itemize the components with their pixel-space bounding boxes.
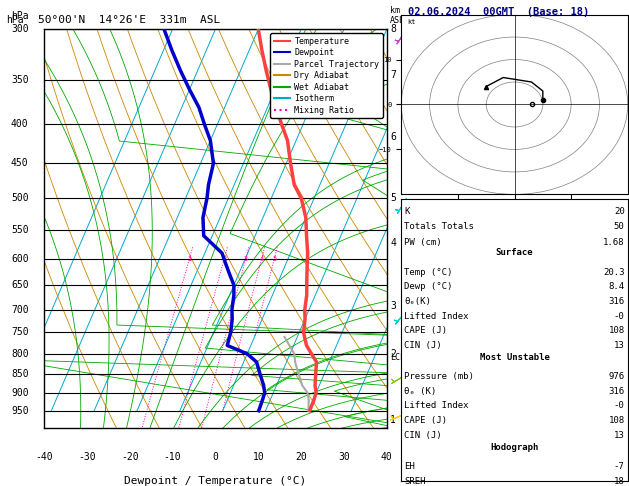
Text: -40: -40 [35,451,53,462]
Text: LCL: LCL [390,353,405,363]
Text: 400: 400 [11,120,28,129]
Text: Totals Totals: Totals Totals [404,222,474,231]
Text: 8: 8 [390,24,396,34]
Text: SREH: SREH [404,477,426,486]
Text: θₑ(K): θₑ(K) [404,297,431,306]
Text: 8.4: 8.4 [608,282,625,292]
Text: km
ASL: km ASL [390,6,405,25]
Text: 5: 5 [272,256,277,261]
Text: -0: -0 [614,312,625,321]
Text: Lifted Index: Lifted Index [404,401,469,411]
Text: -7: -7 [614,462,625,471]
Text: -30: -30 [78,451,96,462]
Text: hPa: hPa [6,15,24,25]
Text: 5: 5 [390,193,396,203]
Text: 300: 300 [11,24,28,34]
Text: Dewp (°C): Dewp (°C) [404,282,453,292]
Text: 6: 6 [390,132,396,142]
Text: 50°00'N  14°26'E  331m  ASL: 50°00'N 14°26'E 331m ASL [38,15,220,25]
Text: 1.68: 1.68 [603,238,625,247]
Text: 2: 2 [222,256,226,261]
Text: 650: 650 [11,280,28,290]
Text: 108: 108 [608,416,625,425]
Text: 10: 10 [252,451,264,462]
Text: 3: 3 [243,256,248,261]
Text: 13: 13 [614,431,625,440]
Text: 02.06.2024  00GMT  (Base: 18): 02.06.2024 00GMT (Base: 18) [408,7,589,17]
Text: 500: 500 [11,193,28,203]
Text: 4: 4 [390,238,396,248]
Text: 20: 20 [614,207,625,216]
Text: 850: 850 [11,369,28,379]
Text: 600: 600 [11,254,28,263]
Text: 0: 0 [213,451,218,462]
Text: 2: 2 [390,349,396,359]
Text: 316: 316 [608,297,625,306]
Text: 450: 450 [11,158,28,168]
Text: Most Unstable: Most Unstable [479,353,550,362]
Text: K: K [404,207,410,216]
Text: CAPE (J): CAPE (J) [404,416,447,425]
Text: 30: 30 [338,451,350,462]
Text: 800: 800 [11,349,28,359]
Text: 350: 350 [11,75,28,85]
Legend: Temperature, Dewpoint, Parcel Trajectory, Dry Adiabat, Wet Adiabat, Isotherm, Mi: Temperature, Dewpoint, Parcel Trajectory… [270,34,382,118]
Text: Surface: Surface [496,248,533,258]
Text: 20.3: 20.3 [603,268,625,277]
Text: kt: kt [407,18,416,25]
Text: θₑ (K): θₑ (K) [404,387,437,396]
Text: Temp (°C): Temp (°C) [404,268,453,277]
Text: 900: 900 [11,388,28,398]
Text: Hodograph: Hodograph [491,443,538,452]
Text: 4: 4 [260,256,264,261]
Text: 40: 40 [381,451,392,462]
Text: EH: EH [404,462,415,471]
Text: 1: 1 [390,415,396,425]
Text: hPa: hPa [11,11,28,21]
Text: 750: 750 [11,328,28,337]
Text: -0: -0 [614,401,625,411]
Text: CAPE (J): CAPE (J) [404,326,447,335]
Text: Pressure (mb): Pressure (mb) [404,372,474,382]
Text: 20: 20 [295,451,307,462]
Text: Lifted Index: Lifted Index [404,312,469,321]
Text: 50: 50 [614,222,625,231]
Text: 950: 950 [11,406,28,416]
Text: 108: 108 [608,326,625,335]
Text: Dewpoint / Temperature (°C): Dewpoint / Temperature (°C) [125,475,306,486]
Text: 18: 18 [614,477,625,486]
Text: 7: 7 [390,70,396,80]
Text: 700: 700 [11,305,28,314]
Text: CIN (J): CIN (J) [404,341,442,350]
Text: 3: 3 [390,301,396,311]
Text: -20: -20 [121,451,138,462]
Text: 976: 976 [608,372,625,382]
Text: 550: 550 [11,225,28,235]
Text: 1: 1 [187,256,192,261]
Text: 13: 13 [614,341,625,350]
Text: 316: 316 [608,387,625,396]
Text: PW (cm): PW (cm) [404,238,442,247]
Text: -10: -10 [164,451,181,462]
Text: CIN (J): CIN (J) [404,431,442,440]
